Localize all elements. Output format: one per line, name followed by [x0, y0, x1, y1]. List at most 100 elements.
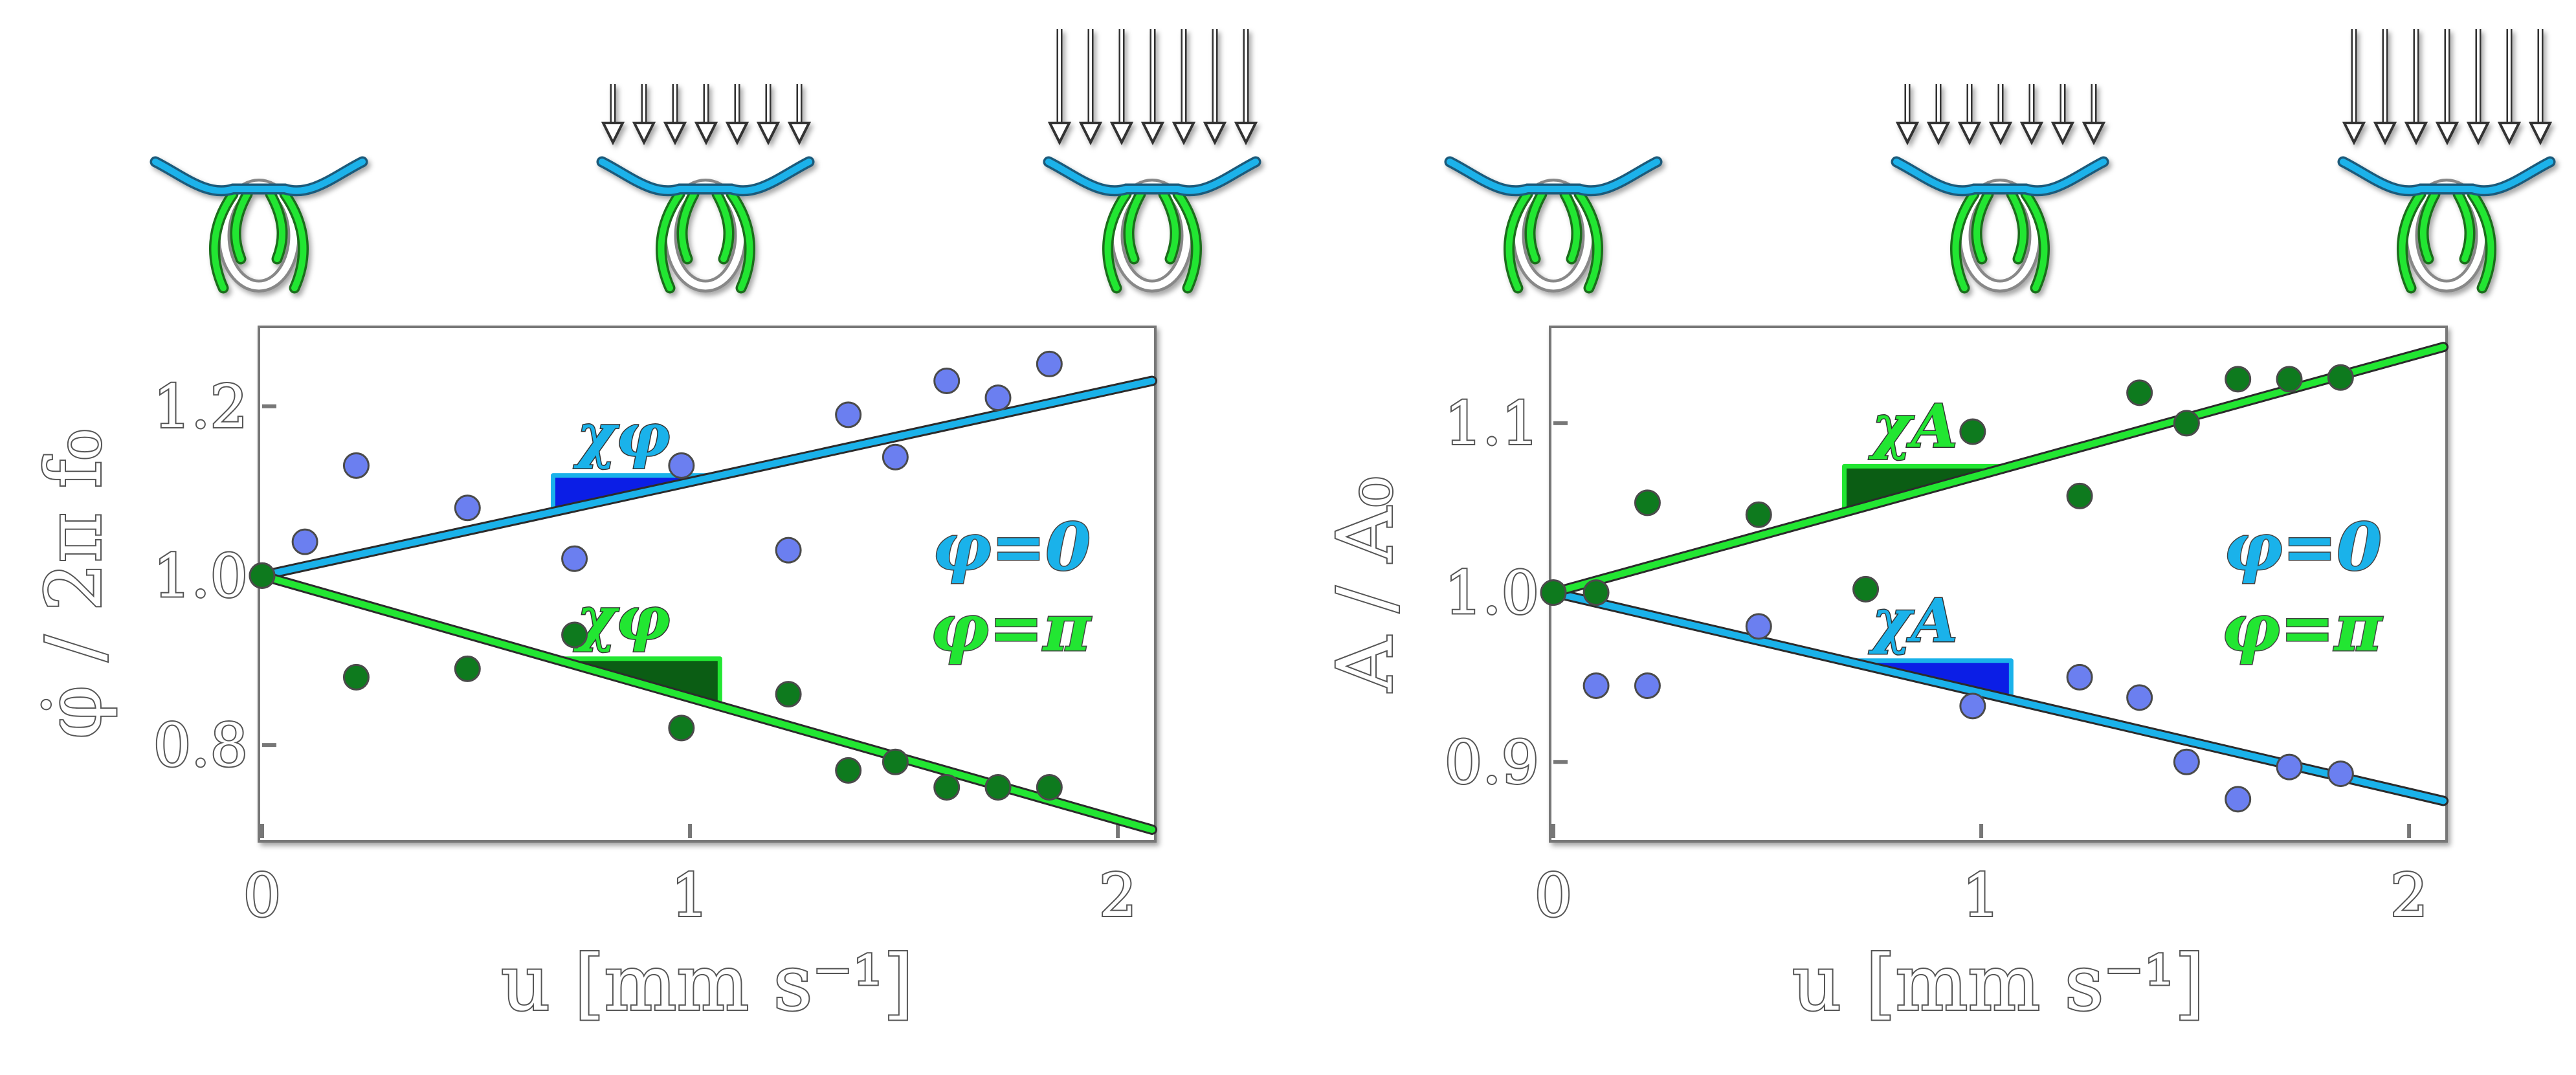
arrow-head	[694, 122, 718, 146]
data-point	[291, 528, 318, 555]
arrow-head	[2497, 122, 2522, 146]
finger	[282, 191, 307, 291]
y-tick-label: 0.9	[1445, 727, 1539, 797]
finger	[1973, 191, 1992, 262]
gripper-icon	[2337, 29, 2556, 294]
data-point	[1959, 418, 1986, 445]
finger	[2455, 191, 2473, 262]
data-point	[1036, 350, 1063, 377]
x-tick-label: 0	[243, 861, 282, 930]
arrow-head	[1140, 122, 1165, 146]
data-point	[561, 545, 588, 572]
data-point	[933, 774, 960, 801]
arrow-head	[663, 122, 687, 146]
gripper-icon	[1891, 84, 2109, 294]
down-arrow-icon	[2082, 84, 2106, 146]
down-arrow-icon	[2342, 29, 2366, 146]
data-point	[2126, 379, 2153, 406]
data-point	[835, 401, 862, 428]
data-point	[775, 537, 802, 564]
data-point	[454, 494, 481, 522]
data-point	[933, 368, 960, 394]
data-point	[2066, 663, 2093, 691]
data-point	[2126, 684, 2153, 711]
arrow-head	[1109, 122, 1134, 146]
down-arrow-icon	[1171, 29, 1196, 146]
legend-entry: φ=π	[931, 590, 1092, 666]
finger	[1952, 191, 1977, 291]
data-point	[2276, 366, 2303, 393]
data-point	[835, 757, 862, 784]
arrow-head	[1234, 122, 1258, 146]
down-arrow-icon	[2373, 29, 2397, 146]
down-arrow-icon	[1140, 29, 1165, 146]
down-arrow-icon	[1203, 29, 1227, 146]
finger	[1104, 191, 1129, 291]
fit-line	[259, 377, 1155, 579]
down-arrow-icon	[2050, 84, 2075, 146]
down-arrow-icon	[2497, 29, 2522, 146]
data-point	[668, 715, 695, 742]
arrow-head	[1926, 122, 1951, 146]
data-point	[1582, 672, 1610, 699]
down-arrow-icon	[787, 84, 812, 146]
finger	[714, 191, 732, 262]
plots: 0 1 20.81.01.2u [mm s⁻¹]φ̇ / 2π f₀ χφχφφ=0φ…	[28, 326, 2448, 1029]
down-arrow-icon	[2466, 29, 2491, 146]
x-tick-label: 1	[671, 861, 709, 930]
data-point	[2225, 366, 2252, 393]
finger	[1126, 191, 1144, 262]
y-tick-label: 0.8	[153, 711, 248, 780]
finger	[1527, 191, 1545, 262]
data-point	[668, 452, 695, 479]
gripper-icon	[150, 156, 368, 294]
data-point	[775, 681, 802, 708]
bar	[1447, 159, 1660, 194]
finger	[728, 191, 753, 291]
arrow-head	[1171, 122, 1196, 146]
x-tick-label: 0	[1535, 861, 1573, 930]
gripper-icons	[150, 29, 2556, 294]
finger	[267, 191, 285, 262]
arrow-head	[1988, 122, 2013, 146]
arrow-head	[1895, 122, 1920, 146]
finger	[1576, 191, 1601, 291]
down-arrow-icon	[1895, 84, 1920, 146]
finger	[211, 191, 236, 291]
down-arrow-icon	[1078, 29, 1103, 146]
x-axis-label: u [mm s⁻¹]	[1792, 938, 2204, 1028]
arrow-head	[601, 122, 625, 146]
down-arrow-icon	[725, 84, 749, 146]
down-arrow-icon	[1109, 29, 1134, 146]
data-point	[561, 621, 588, 648]
finger	[232, 191, 250, 262]
data-point	[1745, 501, 1772, 528]
down-arrow-icon	[2404, 29, 2428, 146]
slope-label: χA	[1868, 391, 1957, 461]
finger	[2008, 191, 2026, 262]
down-arrow-icon	[601, 84, 625, 146]
plot-frame	[1551, 328, 2445, 840]
data-point	[1745, 613, 1772, 640]
arrow-head	[2342, 122, 2366, 146]
x-tick-label: 2	[1099, 861, 1137, 930]
slope-label: χφ	[573, 401, 671, 471]
data-point	[984, 774, 1012, 801]
data-point	[984, 384, 1012, 412]
down-arrow-icon	[694, 84, 718, 146]
finger	[2469, 191, 2494, 291]
down-arrow-icon	[2528, 29, 2553, 146]
data-point	[249, 562, 276, 589]
gripper-icon	[1444, 156, 1663, 294]
arrow-head	[2404, 122, 2428, 146]
arrow-head	[1203, 122, 1227, 146]
data-point	[2066, 482, 2093, 509]
down-arrow-icon	[1988, 84, 2013, 146]
bar	[599, 159, 812, 194]
finger	[1562, 191, 1580, 262]
data-point	[2327, 760, 2354, 788]
arrow-head	[2050, 122, 2075, 146]
arrow-head	[1078, 122, 1103, 146]
